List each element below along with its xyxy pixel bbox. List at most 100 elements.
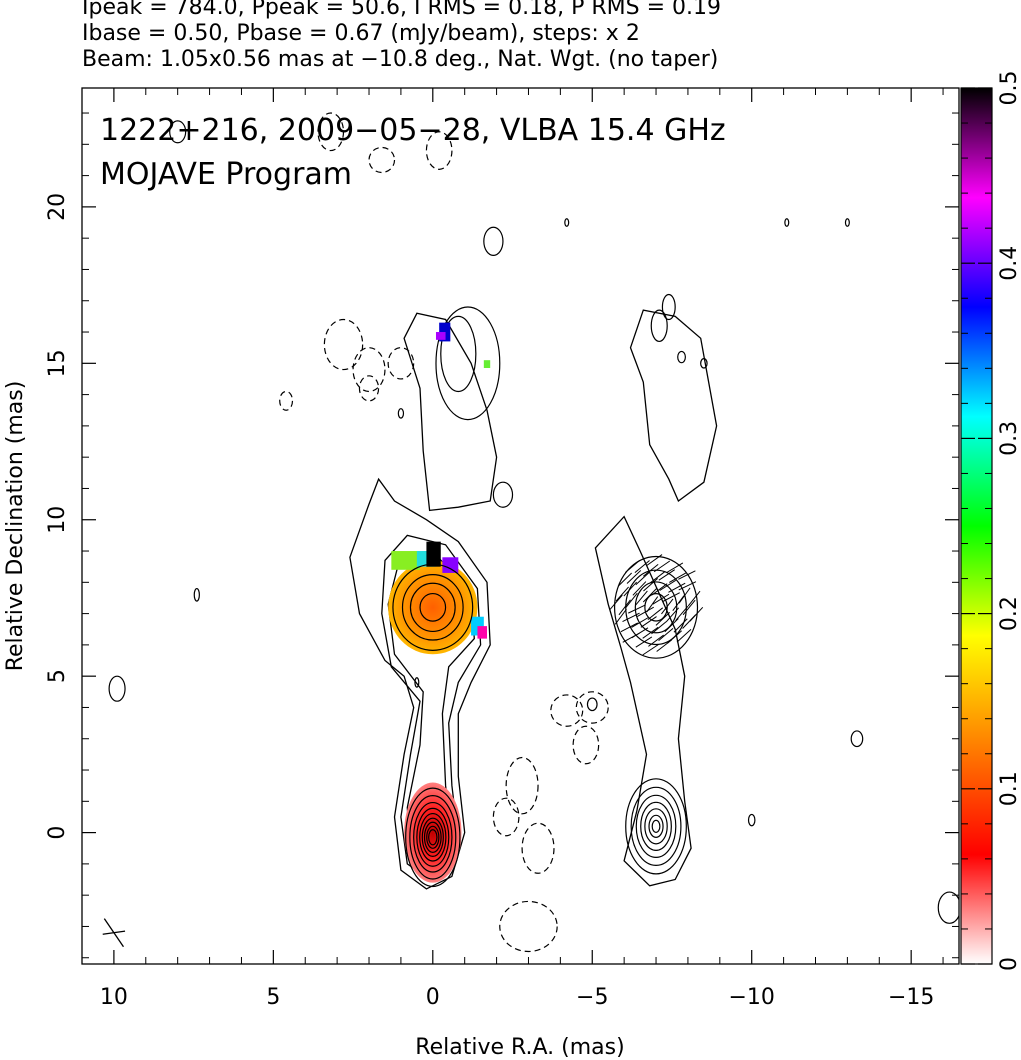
noise-contour [108, 675, 126, 702]
core-contour [421, 817, 444, 857]
evpa-stick [678, 570, 696, 580]
polarization-patch-edge [477, 626, 488, 639]
negative-contour [352, 347, 386, 393]
negative-contour [358, 375, 380, 402]
pol-contour-north [629, 309, 718, 503]
evpa-stick [672, 595, 685, 612]
noise-contour [661, 293, 676, 321]
noise-contour [483, 226, 504, 256]
evpa-stick [647, 607, 664, 621]
polarization-patch-edge [391, 551, 421, 570]
evpa-stick [655, 611, 671, 626]
core-contour [428, 829, 438, 846]
evpa-stick [623, 581, 638, 597]
evpa-stick [661, 598, 674, 615]
evpa-stick [628, 604, 646, 614]
evpa-stick [634, 560, 650, 574]
negative-contour [505, 756, 539, 815]
evpa-stick [642, 588, 657, 603]
colorbar-tick-label: 0 [997, 957, 1021, 971]
contour-north-outer [403, 312, 498, 512]
knot-contour [419, 592, 447, 622]
evpa-stick [626, 570, 642, 584]
evpa-stick [622, 612, 640, 623]
pol-knot-contour [644, 593, 668, 622]
evpa-stick [682, 599, 696, 616]
evpa-stick [653, 560, 671, 573]
pol-core-contour [625, 778, 687, 875]
evpa-stick [658, 569, 675, 581]
pol-core-contour [651, 819, 661, 833]
core-contour [419, 812, 447, 862]
colorbar [960, 87, 993, 965]
evpa-stick [658, 627, 674, 642]
noise-contour [850, 730, 864, 748]
beam-minor-axis [102, 930, 126, 935]
contour-level-2 [381, 534, 482, 881]
contour-north-blob [492, 481, 514, 508]
map-layer [102, 112, 959, 953]
y-tick-label: 0 [45, 826, 70, 840]
negative-contour [425, 131, 453, 170]
evpa-stick [649, 571, 665, 584]
evpa-stick [642, 564, 659, 577]
colorbar-tick-label: 0.3 [997, 421, 1021, 456]
header-line-base: Ibase = 0.50, Pbase = 0.67 (mJy/beam), s… [82, 21, 640, 46]
polarization-patch-north [483, 360, 491, 369]
colorbar-tick-label: 0.1 [997, 771, 1021, 806]
negative-contour [521, 822, 555, 874]
evpa-stick [618, 599, 631, 616]
evpa-stick [640, 616, 657, 628]
evpa-stick [636, 606, 654, 617]
pol-core-contour [648, 814, 664, 838]
core-contour [405, 787, 461, 888]
polarization-patch-knot [388, 560, 478, 655]
pol-core-contour [640, 801, 672, 851]
evpa-stick [609, 594, 623, 610]
x-tick-label: 5 [266, 985, 280, 1010]
polarization-patch-edge [442, 557, 459, 573]
evpa-stick [675, 605, 689, 621]
noise-contour [586, 697, 598, 712]
x-tick-label: 10 [100, 985, 128, 1010]
negative-contour [387, 347, 415, 380]
evpa-stick [689, 606, 704, 622]
evpa-stick [615, 586, 629, 602]
x-tick-label: 0 [426, 985, 440, 1010]
knot-contour [409, 582, 456, 633]
colorbar-axis: 0 0.1 0.2 0.3 0.4 0.5 [961, 71, 1021, 971]
evpa-stick [662, 592, 680, 602]
negative-contour [572, 725, 600, 765]
evpa-stick [668, 582, 686, 593]
knot-contour [392, 563, 474, 651]
noise-contour [784, 218, 790, 227]
y-tick-label: 10 [45, 506, 70, 534]
evpa-stick [614, 608, 627, 625]
noise-contour [414, 677, 420, 688]
evpa-stick [635, 636, 653, 648]
evpa-stick [635, 571, 651, 586]
pol-core-contour [630, 786, 682, 866]
evpa-stick [625, 592, 638, 609]
noise-contour [747, 813, 756, 827]
chart-title: 1222+216, 2009−05−28, VLBA 15.4 GHz [100, 113, 726, 148]
core-contour [413, 801, 453, 873]
evpa-stick [634, 590, 648, 606]
pol-contour-north-blob [677, 350, 686, 364]
evpa-stick [651, 583, 668, 596]
evpa-stick [646, 554, 663, 567]
noise-contour [397, 408, 405, 419]
header-line-peaks: Ipeak = 784.0, Ppeak = 50.6, I RMS = 0.1… [82, 0, 721, 20]
knot-contour [401, 574, 464, 641]
evpa-stick [659, 579, 677, 591]
evpa-stick [620, 622, 639, 633]
noise-contour [564, 218, 570, 227]
y-tick-label: 5 [45, 669, 70, 683]
colorbar-tick-label: 0.5 [997, 71, 1021, 106]
pol-contour-outer [594, 515, 692, 887]
core-contour [409, 795, 457, 880]
contour-north-inner [440, 315, 477, 393]
evpa-stick [651, 621, 667, 635]
plot-frame [81, 87, 960, 965]
